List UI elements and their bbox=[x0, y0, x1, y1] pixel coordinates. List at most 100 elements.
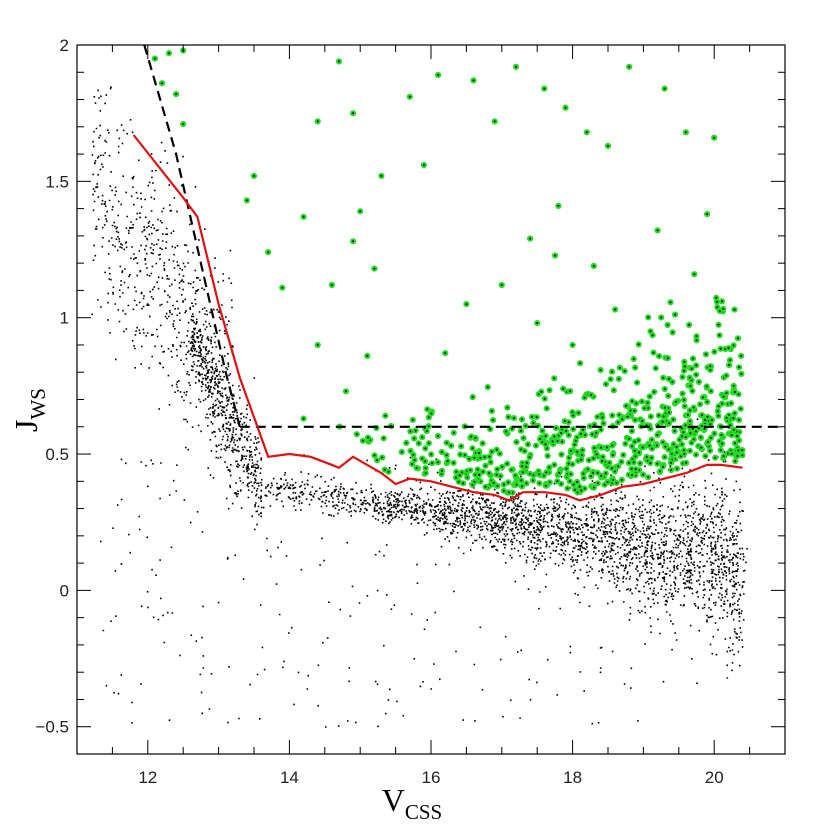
candidate-point-core bbox=[182, 123, 185, 126]
candidate-point-core bbox=[630, 468, 633, 470]
candidate-point-core bbox=[361, 439, 364, 442]
candidate-point-core bbox=[474, 436, 477, 439]
candidate-point-core bbox=[536, 322, 539, 325]
candidate-point-core bbox=[711, 419, 713, 421]
candidate-point-core bbox=[495, 473, 498, 476]
candidate-point-core bbox=[713, 350, 716, 353]
candidate-point-core bbox=[668, 411, 671, 414]
candidate-point-core bbox=[380, 174, 383, 177]
candidate-point-core bbox=[693, 273, 696, 276]
candidate-point-core bbox=[713, 136, 716, 139]
candidate-point-core bbox=[606, 481, 609, 483]
candidate-point-core bbox=[576, 450, 578, 453]
candidate-point-core bbox=[440, 451, 443, 453]
candidate-point-core bbox=[515, 65, 517, 68]
candidate-point-core bbox=[596, 482, 599, 485]
candidate-point-core bbox=[437, 74, 440, 76]
candidate-point-core bbox=[668, 422, 670, 425]
candidate-point-core bbox=[465, 303, 468, 306]
candidate-point-core bbox=[660, 316, 663, 319]
candidate-point-core bbox=[579, 362, 582, 365]
candidate-point-core bbox=[545, 471, 548, 474]
candidate-point-core bbox=[376, 459, 379, 462]
candidate-point-core bbox=[253, 174, 255, 177]
candidate-point-core bbox=[583, 487, 586, 490]
x-axis-title-sub: CSS bbox=[405, 800, 442, 824]
candidate-point-core bbox=[611, 370, 613, 373]
candidate-point-core bbox=[667, 394, 670, 397]
candidate-point-core bbox=[409, 430, 412, 433]
candidate-point-core bbox=[718, 310, 721, 312]
candidate-point-core bbox=[605, 383, 607, 386]
candidate-point-core bbox=[741, 449, 744, 452]
candidate-point-core bbox=[574, 488, 576, 491]
candidate-point-core bbox=[717, 414, 720, 417]
candidate-point-core bbox=[484, 485, 487, 488]
candidate-point-core bbox=[678, 438, 681, 441]
candidate-point-core bbox=[601, 460, 604, 462]
candidate-point-core bbox=[733, 308, 736, 311]
candidate-point-core bbox=[520, 479, 523, 482]
candidate-point-core bbox=[634, 366, 637, 369]
candidate-point-core bbox=[709, 423, 712, 426]
candidate-point-core bbox=[481, 442, 484, 445]
candidate-point-core bbox=[648, 444, 651, 447]
candidate-point-core bbox=[705, 385, 708, 388]
candidate-point-core bbox=[612, 389, 615, 392]
candidate-point-core bbox=[621, 418, 624, 421]
candidate-point-core bbox=[472, 79, 475, 82]
candidate-point-core bbox=[542, 474, 545, 477]
candidate-point-core bbox=[658, 355, 661, 358]
candidate-point-core bbox=[367, 436, 369, 439]
candidate-point-core bbox=[684, 424, 687, 427]
candidate-point-core bbox=[490, 410, 493, 412]
x-tick-label: 14 bbox=[280, 768, 299, 787]
candidate-point-core bbox=[595, 453, 598, 456]
candidate-point-core bbox=[733, 412, 736, 415]
candidate-point-core bbox=[681, 392, 684, 395]
candidate-point-core bbox=[740, 372, 743, 375]
x-tick-label: 16 bbox=[422, 768, 441, 787]
candidate-point-core bbox=[690, 367, 693, 370]
candidate-point-core bbox=[640, 400, 643, 403]
candidate-point-core bbox=[685, 461, 688, 464]
candidate-point-core bbox=[632, 461, 635, 464]
candidate-point-core bbox=[484, 464, 487, 467]
candidate-point-core bbox=[430, 412, 433, 415]
candidate-point-core bbox=[460, 445, 463, 448]
y-tick-label: 2 bbox=[60, 36, 69, 55]
candidate-point-core bbox=[719, 449, 722, 452]
candidate-point-core bbox=[645, 455, 648, 458]
candidate-point-core bbox=[409, 450, 412, 452]
candidate-point-core bbox=[535, 416, 538, 419]
candidate-point-core bbox=[617, 377, 620, 380]
candidate-point-core bbox=[620, 460, 623, 463]
candidate-point-core bbox=[736, 455, 739, 457]
candidate-point-core bbox=[614, 308, 617, 311]
candidate-point-core bbox=[582, 477, 585, 480]
candidate-point-core bbox=[688, 420, 691, 423]
candidate-point-core bbox=[667, 377, 670, 380]
candidate-point-core bbox=[709, 368, 712, 371]
candidate-point-core bbox=[411, 463, 414, 465]
candidate-point-core bbox=[672, 443, 675, 446]
candidate-point-core bbox=[654, 367, 657, 370]
candidate-point-core bbox=[580, 432, 582, 435]
candidate-point-core bbox=[632, 358, 635, 360]
candidate-point-core bbox=[525, 482, 528, 485]
candidate-point-core bbox=[722, 455, 725, 458]
candidate-point-core bbox=[727, 347, 730, 350]
candidate-point-core bbox=[469, 469, 472, 472]
candidate-point-core bbox=[683, 398, 685, 401]
candidate-point-core bbox=[605, 446, 608, 449]
candidate-point-core bbox=[569, 449, 572, 452]
candidate-point-core bbox=[405, 441, 408, 444]
candidate-point-core bbox=[245, 199, 248, 202]
candidate-point-core bbox=[523, 450, 526, 453]
candidate-point-core bbox=[639, 462, 642, 465]
candidate-point-core bbox=[452, 431, 455, 434]
candidate-point-core bbox=[622, 454, 625, 456]
candidate-point-core bbox=[663, 456, 666, 459]
candidate-point-core bbox=[662, 415, 665, 418]
candidate-point-core bbox=[647, 316, 650, 319]
